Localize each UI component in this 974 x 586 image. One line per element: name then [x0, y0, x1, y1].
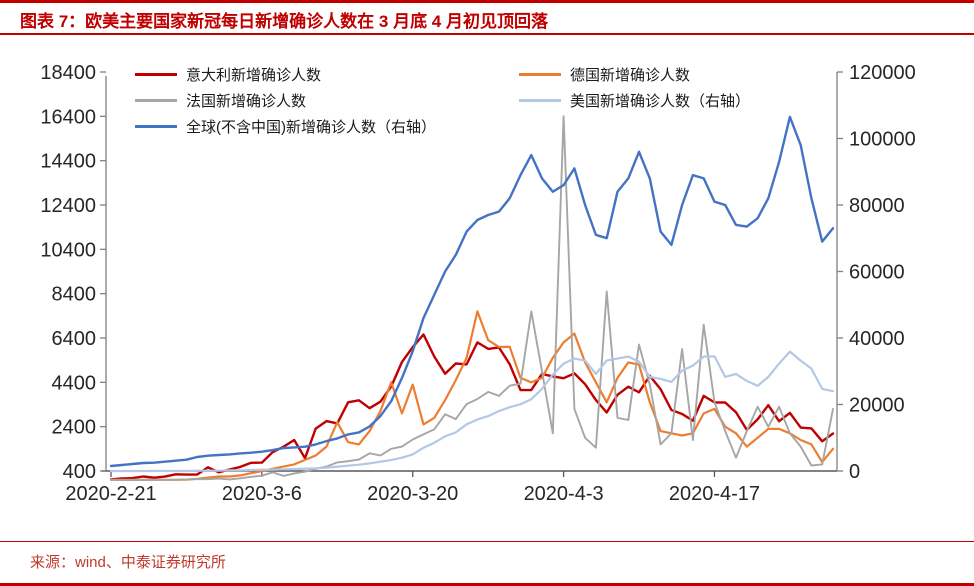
left-axis-tick-label: 8400: [52, 284, 97, 306]
x-axis-tick-label: 2020-4-17: [669, 483, 760, 505]
us-line-swatch: [519, 98, 561, 102]
germany-series-line: [109, 310, 835, 481]
right-axis-tick-label: 0: [849, 461, 860, 483]
source-note: 来源：wind、中泰证券研究所: [30, 554, 226, 571]
x-axis-tick-label: 2020-4-3: [524, 483, 604, 505]
legend-label-italy: 意大利新增确诊人数: [186, 66, 322, 84]
x-axis-tick-label: 2020-3-20: [367, 483, 458, 505]
left-axis-tick-label: 4400: [52, 372, 97, 394]
legend-label-france: 法国新增确诊人数: [186, 92, 307, 110]
left-axis-tick-label: 6400: [52, 328, 97, 350]
legend-item-germany: 德国新增确诊人数: [519, 63, 690, 85]
right-axis-tick-label: 20000: [849, 395, 905, 417]
left-axis-tick-label: 14400: [40, 151, 96, 173]
right-axis-tick-label: 120000: [849, 62, 916, 84]
legend-item-global: 全球(不含中国)新增确诊人数（右轴）: [135, 115, 436, 137]
italy-series-line: [109, 333, 835, 481]
us-series-line: [109, 350, 835, 473]
right-axis-tick-label: 60000: [849, 262, 905, 284]
left-axis-tick-label: 16400: [40, 106, 96, 128]
left-axis-tick-label: 400: [63, 461, 96, 483]
france-line-swatch: [135, 98, 177, 102]
bottom-border-rule: [0, 583, 974, 586]
global-line-swatch: [135, 124, 177, 128]
legend-label-global: 全球(不含中国)新增确诊人数（右轴）: [186, 118, 436, 136]
right-axis-tick-label: 40000: [849, 328, 905, 350]
title-underline-rule: [0, 33, 974, 35]
left-axis-tick-label: 2400: [52, 417, 97, 439]
france-series-line: [110, 115, 834, 481]
left-axis-tick-label: 10400: [40, 239, 96, 261]
left-axis-tick-label: 18400: [40, 62, 96, 84]
germany-line-swatch: [519, 72, 561, 76]
global-series-line: [109, 115, 835, 468]
legend-label-germany: 德国新增确诊人数: [570, 66, 691, 84]
legend-item-italy: 意大利新增确诊人数: [135, 63, 321, 85]
legend-item-us: 美国新增确诊人数（右轴）: [519, 89, 750, 111]
top-border-rule: [0, 0, 974, 3]
left-axis-tick-label: 12400: [40, 195, 96, 217]
figure-title: 图表 7：欧美主要国家新冠每日新增确诊人数在 3 月底 4 月初见顶回落: [20, 12, 548, 31]
legend-item-france: 法国新增确诊人数: [135, 89, 306, 111]
x-axis-tick-label: 2020-2-21: [65, 483, 156, 505]
right-axis-tick-label: 80000: [849, 195, 905, 217]
legend-label-us: 美国新增确诊人数（右轴）: [570, 92, 751, 110]
italy-line-swatch: [135, 72, 177, 76]
source-divider-rule: [0, 541, 974, 542]
x-axis-tick-label: 2020-3-6: [222, 483, 302, 505]
right-axis-tick-label: 100000: [849, 129, 916, 151]
